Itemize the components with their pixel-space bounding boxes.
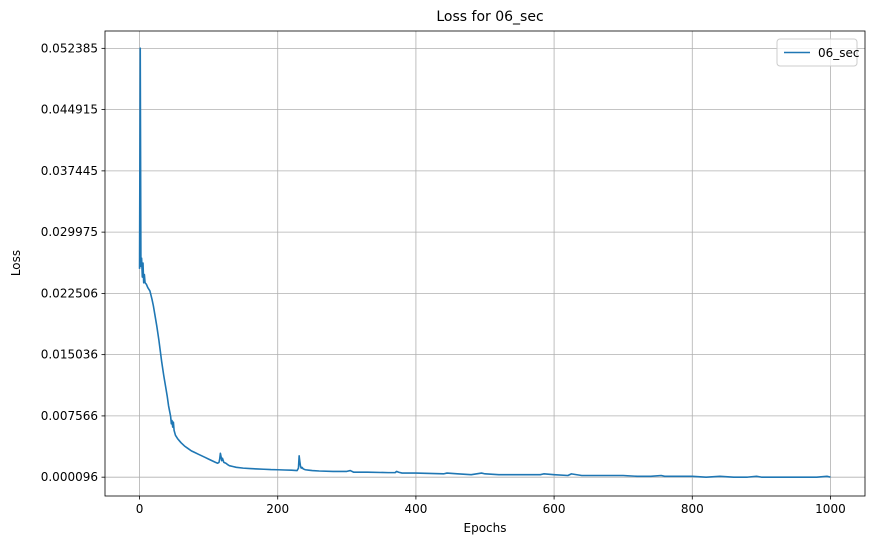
x-tick-label: 400	[404, 502, 427, 516]
x-tick-label: 800	[681, 502, 704, 516]
series-layer	[138, 47, 831, 478]
plot-frame	[104, 30, 866, 497]
x-axis-label: Epochs	[464, 521, 507, 535]
y-tick-label: 0.022506	[41, 286, 98, 300]
grid	[105, 31, 865, 496]
y-tick-label: 0.015036	[41, 348, 98, 362]
legend-label: 06_sec	[818, 46, 860, 60]
y-tick-label: 0.037445	[41, 164, 98, 178]
x-tick-label: 0	[136, 502, 144, 516]
y-tick-label: 0.007566	[41, 409, 98, 423]
x-tick-label: 200	[266, 502, 289, 516]
y-tick-label: 0.052385	[41, 41, 98, 55]
legend-box	[776, 38, 858, 67]
ticks: 0 200 400 600 800 1000 0.000096 0.007566 0.01503…	[41, 41, 846, 516]
legend: 06_sec	[776, 38, 860, 67]
x-tick-label: 1000	[815, 502, 846, 516]
y-tick-label: 0.044915	[41, 103, 98, 117]
y-tick-label: 0.029975	[41, 225, 98, 239]
chart-title: Loss for 06_sec	[436, 9, 543, 25]
x-tick-label: 600	[543, 502, 566, 516]
series-line-06_sec	[138, 47, 831, 478]
plot-background	[105, 31, 865, 496]
y-axis-label: Loss	[9, 250, 23, 276]
y-tick-label: 0.000096	[41, 470, 98, 484]
